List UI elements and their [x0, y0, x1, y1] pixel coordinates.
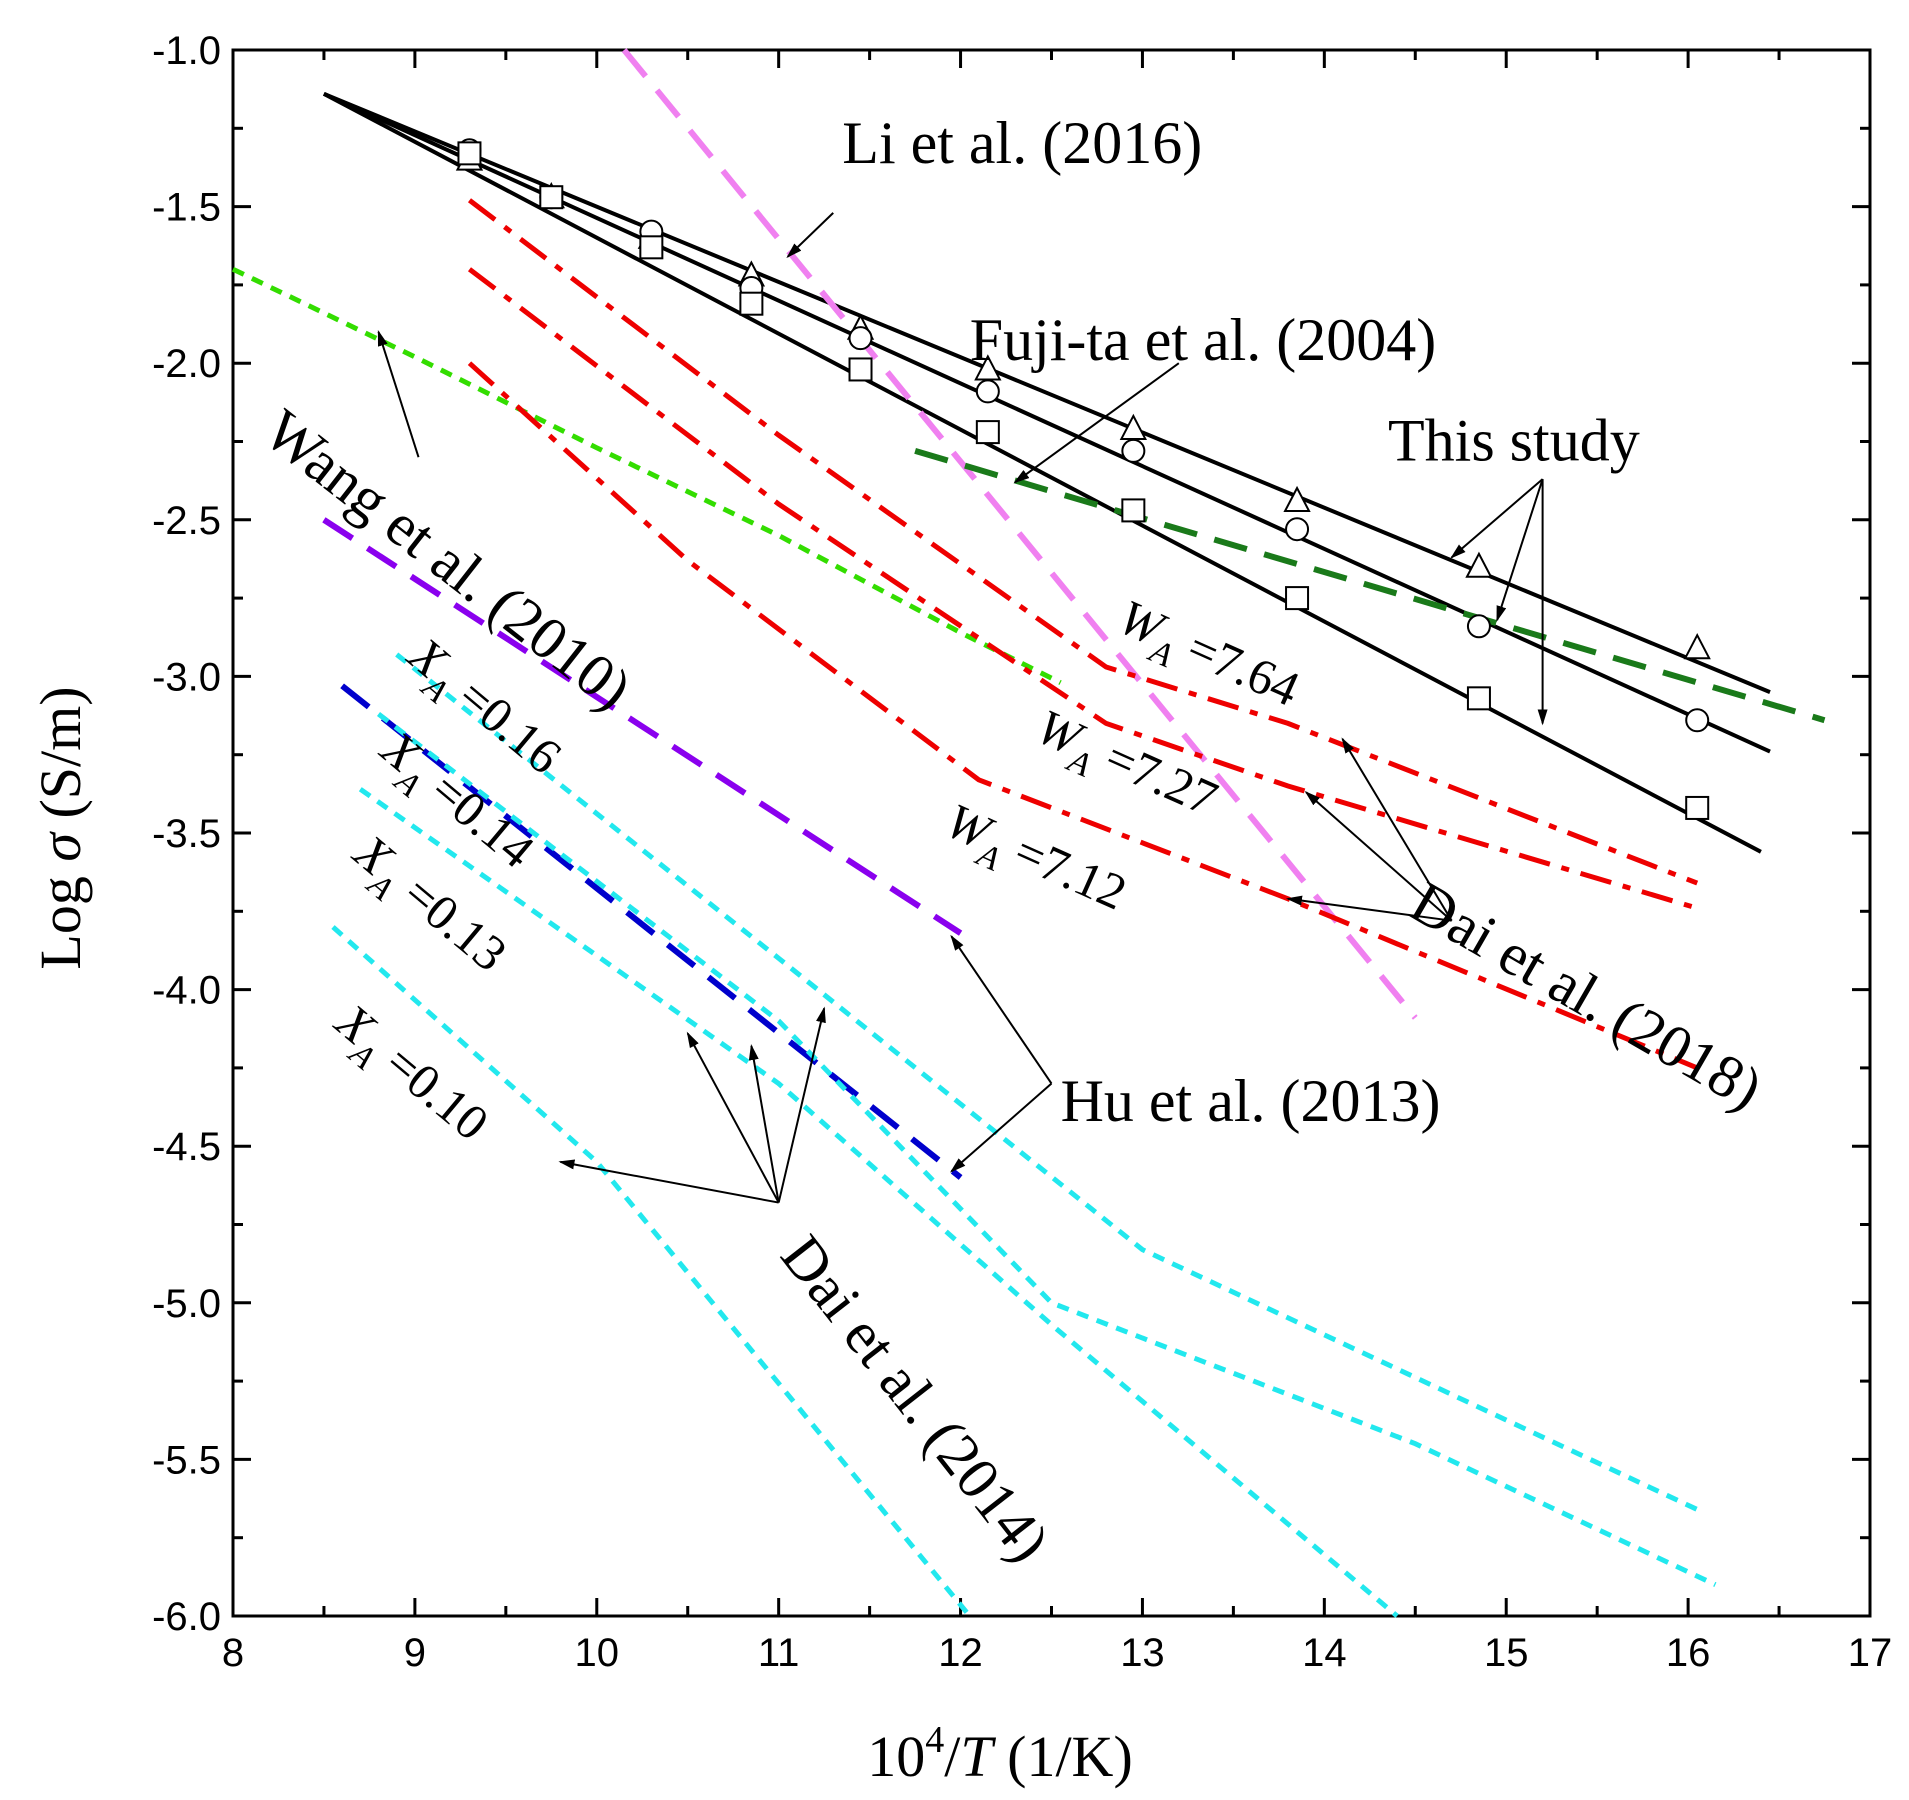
annotation-arrow — [1013, 362, 1180, 484]
series-line — [322, 92, 1762, 854]
annotation-arrow — [786, 212, 834, 259]
annotation-arrow — [1304, 790, 1453, 922]
y-axis-title: Log σ (S/m) — [28, 686, 93, 969]
x-tick-label: 15 — [1484, 1631, 1529, 1675]
y-tick-label: -1.5 — [152, 186, 221, 230]
annotation-arrow — [949, 1082, 1053, 1173]
y-tick-label: -3.0 — [152, 655, 221, 699]
x-axis-title: 104/T (1/K) — [867, 1719, 1133, 1789]
triangle-marker — [1465, 551, 1493, 578]
annotation-arrow — [377, 329, 420, 458]
square-marker — [848, 357, 873, 382]
triangle-marker — [1683, 633, 1711, 660]
y-tick-label: -2.5 — [152, 499, 221, 543]
circle-marker — [1285, 517, 1310, 542]
annotation-fujita: Fuji-ta et al. (2004) — [970, 307, 1437, 373]
series-line — [323, 91, 1771, 754]
annotation-xa010: XA =0.10 — [317, 991, 499, 1159]
x-tick-label: 16 — [1666, 1631, 1711, 1675]
square-marker — [457, 141, 482, 166]
series-line — [621, 48, 1418, 1020]
triangle-marker — [1119, 413, 1147, 440]
x-tick-label: 10 — [575, 1631, 620, 1675]
square-marker — [975, 420, 1000, 445]
annotation-li: Li et al. (2016) — [842, 110, 1202, 176]
circle-marker — [1121, 438, 1146, 463]
x-tick-label: 9 — [404, 1631, 426, 1675]
y-tick-label: -1.0 — [152, 29, 221, 73]
series-line — [467, 361, 1699, 1071]
circle-marker — [1685, 708, 1710, 733]
annotation-arrow — [558, 1159, 779, 1204]
square-marker — [1121, 498, 1146, 523]
x-tick-label: 17 — [1848, 1631, 1893, 1675]
x-tick-label: 13 — [1120, 1631, 1165, 1675]
square-marker — [639, 235, 664, 260]
square-marker — [1685, 795, 1710, 820]
x-tick-label: 11 — [758, 1631, 800, 1675]
circle-marker — [975, 379, 1000, 404]
circle-marker — [848, 326, 873, 351]
annotation-arrow — [748, 1044, 780, 1203]
annotation-dai2014: Dai et al. (2014) — [768, 1223, 1062, 1573]
annotation-wa764: WA =7.64 — [1106, 588, 1307, 727]
annotation-dai2018: Dai et al. (2018) — [1400, 869, 1774, 1123]
y-tick-label: -2.0 — [152, 342, 221, 386]
annotation-wang: Wang et al. (2010) — [252, 397, 643, 723]
annotation-arrow — [686, 1031, 780, 1204]
y-tick-label: -4.0 — [152, 969, 221, 1013]
series-line — [467, 198, 1699, 886]
square-marker — [739, 291, 764, 316]
marker-layer — [455, 138, 1711, 820]
series-line — [331, 925, 972, 1618]
annotation-arrow — [1341, 737, 1453, 922]
y-tick-label: -5.5 — [152, 1438, 221, 1482]
series-line — [395, 652, 1699, 1512]
annotation-arrow — [950, 934, 1053, 1085]
annotation-wa727: WA =7.27 — [1024, 698, 1225, 837]
series-line — [467, 267, 1698, 911]
annotation-arrow — [1496, 478, 1544, 622]
x-tick-label: 14 — [1302, 1631, 1347, 1675]
circle-marker — [1466, 614, 1491, 639]
y-tick-label: -4.5 — [152, 1125, 221, 1169]
square-marker — [1285, 586, 1310, 611]
y-tick-label: -6.0 — [152, 1595, 221, 1639]
axis-ticks: 8 9 10 11 12 13 14 15 16 17 -1.0 -1.5 -2.0 -2.5 -3.0 -3… — [152, 29, 1892, 1675]
triangle-marker — [1283, 485, 1311, 513]
series-line — [323, 91, 1771, 694]
y-tick-label: -3.5 — [152, 812, 221, 856]
annotation-layer: Li et al. (2016) Fuji-ta et al. (2004) Thi… — [252, 110, 1773, 1574]
annotation-wa712: WA =7.12 — [933, 792, 1134, 931]
x-tick-label: 8 — [222, 1631, 244, 1675]
series-line — [914, 448, 1826, 724]
series-line — [322, 517, 963, 936]
y-tick-label: -5.0 — [152, 1282, 221, 1326]
series-line — [376, 712, 1717, 1587]
annotation-arrow — [777, 1006, 826, 1203]
series-line — [358, 787, 1399, 1618]
square-marker — [1466, 686, 1491, 711]
square-marker — [539, 185, 564, 210]
x-tick-label: 12 — [938, 1631, 983, 1675]
annotation-thisstudy: This study — [1388, 407, 1640, 473]
annotation-arrow — [1450, 478, 1544, 559]
annotation-arrow — [1285, 895, 1452, 922]
annotation-hu: Hu et al. (2013) — [1061, 1068, 1441, 1134]
series-layer — [231, 48, 1826, 1618]
